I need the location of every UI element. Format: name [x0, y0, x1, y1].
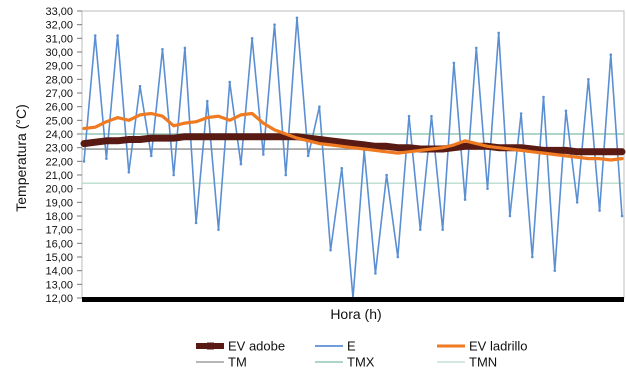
series-point-e [620, 214, 624, 218]
y-tick-label: 19,00 [45, 197, 73, 209]
series-point-e [239, 162, 243, 166]
series-point-e [508, 214, 512, 218]
y-tick-label: 16,00 [45, 238, 73, 250]
series-point-e [273, 23, 276, 26]
series-layer [80, 16, 626, 300]
series-line-ev-ladrillo [82, 111, 624, 162]
series-point-e [228, 80, 232, 84]
legend-label-ev-adobe: EV adobe [228, 339, 285, 354]
y-tick-label: 18,00 [45, 211, 73, 223]
series-point-e [474, 46, 478, 50]
series-point-e [418, 228, 422, 231]
series-point-e [138, 84, 142, 88]
series-point-e [284, 173, 288, 177]
series-point-e [340, 166, 344, 170]
y-tick-label: 33,00 [45, 6, 73, 18]
legend-label-e: E [347, 339, 356, 354]
x-axis-line [82, 297, 624, 302]
series-point-e [452, 61, 456, 65]
series-point-e [262, 153, 265, 156]
y-tick-label: 31,00 [45, 33, 73, 45]
y-tick-label: 24,00 [45, 129, 73, 141]
series-point-e [161, 47, 164, 51]
series-point-e [127, 170, 131, 174]
y-tick-label: 23,00 [45, 143, 73, 155]
y-tick-label: 27,00 [45, 88, 73, 100]
legend-label-tm: TM [228, 355, 247, 370]
series-point-e [250, 37, 254, 40]
series-point-e [542, 95, 545, 99]
series-point-e [172, 173, 175, 177]
y-tick-label: 25,00 [45, 115, 73, 127]
series-point-e [82, 160, 86, 163]
series-point-e [441, 228, 444, 231]
y-tick-label: 17,00 [45, 225, 73, 237]
y-tick-label: 14,00 [45, 266, 73, 278]
series-point-e [463, 198, 467, 201]
series-point-e [374, 272, 377, 275]
y-tick-label: 15,00 [45, 252, 73, 264]
series-point-e [396, 255, 400, 259]
legend-label-tmn: TMN [469, 355, 497, 370]
series-point-e [295, 16, 299, 20]
series-point-e [531, 255, 534, 259]
series-point-e [306, 154, 310, 158]
y-tick-label: 32,00 [45, 20, 73, 32]
series-point-e [609, 53, 613, 57]
series-point-e [217, 228, 220, 231]
y-tick-label: 21,00 [45, 170, 73, 182]
y-tick-label: 20,00 [45, 184, 73, 196]
series-point-e [575, 201, 579, 204]
y-tick-label: 13,00 [45, 279, 73, 291]
series-point-e [93, 34, 97, 37]
series-point-e [587, 78, 590, 81]
y-tick-label: 30,00 [45, 47, 73, 59]
y-tick-label: 22,00 [45, 156, 73, 168]
series-line-ev-adobe [80, 133, 626, 156]
legend: EV adobe E EV ladrillo TM TMX TMN [196, 339, 528, 370]
series-point-e [519, 112, 523, 115]
legend-label-ev-ladrillo: EV ladrillo [469, 339, 528, 354]
series-point-e [149, 154, 153, 158]
series-point-e [329, 248, 332, 252]
series-point-e [183, 46, 187, 50]
y-tick-label: 26,00 [45, 102, 73, 114]
series-point-e [105, 157, 108, 160]
y-tick-label: 12,00 [45, 293, 73, 305]
series-point-e [497, 31, 501, 35]
x-axis-title: Hora (h) [330, 306, 381, 322]
legend-marker-ev-adobe [207, 342, 214, 350]
series-point-e [598, 209, 601, 212]
y-axis-title: Temperatura (°C) [13, 104, 29, 212]
series-point-e [318, 105, 321, 108]
series-point-e [564, 109, 568, 113]
series-point-e [553, 269, 557, 272]
series-point-e [430, 114, 433, 118]
series-point-e [194, 221, 198, 225]
y-tick-label: 29,00 [45, 61, 73, 73]
legend-label-tmx: TMX [347, 355, 375, 370]
series-point-e [486, 187, 489, 190]
y-tick-label: 28,00 [45, 74, 73, 86]
series-point-e [385, 173, 388, 177]
x-axis [82, 297, 624, 302]
series-point-e [407, 114, 411, 118]
series-point-e [205, 99, 209, 103]
series-point-e [116, 34, 119, 37]
